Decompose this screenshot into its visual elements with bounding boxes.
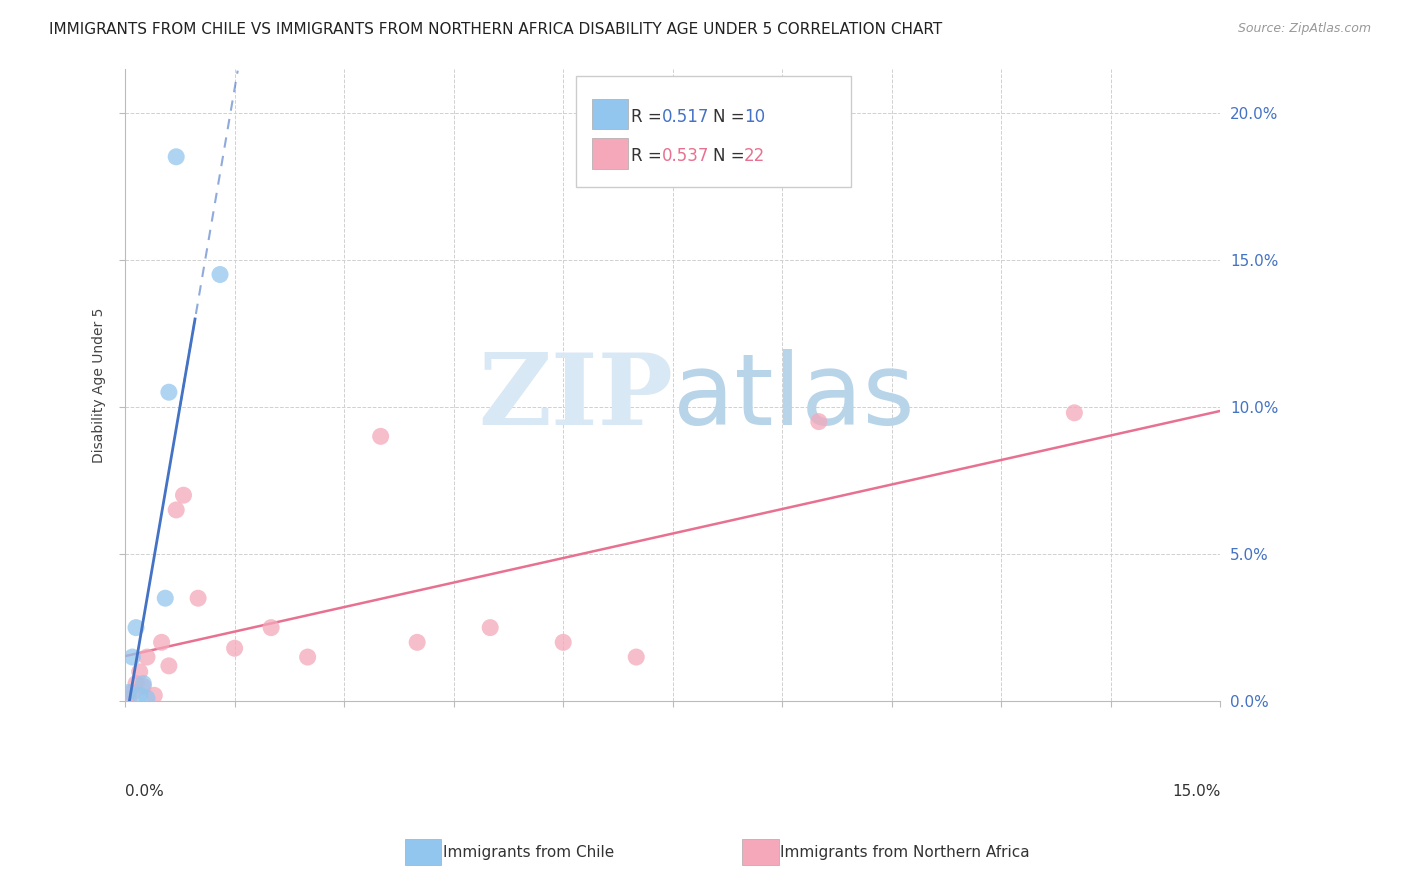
Text: atlas: atlas bbox=[672, 349, 914, 446]
Point bbox=[157, 385, 180, 400]
Point bbox=[626, 650, 648, 665]
Text: N =: N = bbox=[713, 147, 749, 165]
Point bbox=[297, 650, 319, 665]
Point bbox=[128, 665, 150, 679]
Text: 0.537: 0.537 bbox=[662, 147, 710, 165]
Text: Immigrants from Chile: Immigrants from Chile bbox=[443, 845, 614, 860]
Point bbox=[165, 503, 187, 517]
Text: Source: ZipAtlas.com: Source: ZipAtlas.com bbox=[1237, 22, 1371, 36]
Point bbox=[406, 635, 429, 649]
Point bbox=[121, 685, 143, 699]
Point bbox=[143, 688, 166, 702]
Text: R =: R = bbox=[631, 108, 668, 126]
Point bbox=[1063, 406, 1085, 420]
Point bbox=[118, 685, 141, 699]
Point bbox=[155, 591, 177, 606]
Point bbox=[370, 429, 392, 443]
Point bbox=[121, 650, 143, 665]
Point bbox=[132, 676, 155, 690]
Point bbox=[479, 621, 502, 635]
Point bbox=[150, 635, 173, 649]
Text: 10: 10 bbox=[744, 108, 765, 126]
Point bbox=[118, 691, 141, 706]
Point bbox=[128, 688, 150, 702]
Point bbox=[224, 641, 246, 656]
Text: 15.0%: 15.0% bbox=[1173, 783, 1220, 798]
Point bbox=[173, 488, 195, 502]
Point bbox=[157, 659, 180, 673]
Point bbox=[136, 691, 159, 706]
Point bbox=[260, 621, 283, 635]
Point bbox=[136, 650, 159, 665]
Y-axis label: Disability Age Under 5: Disability Age Under 5 bbox=[93, 307, 107, 463]
Text: 22: 22 bbox=[744, 147, 765, 165]
Text: 0.517: 0.517 bbox=[662, 108, 710, 126]
Point bbox=[553, 635, 575, 649]
Text: 0.0%: 0.0% bbox=[125, 783, 165, 798]
Point bbox=[807, 415, 830, 429]
Text: N =: N = bbox=[713, 108, 749, 126]
Point bbox=[132, 680, 155, 694]
Point bbox=[165, 150, 187, 164]
Point bbox=[125, 676, 148, 690]
Point bbox=[125, 621, 148, 635]
Point bbox=[208, 268, 231, 282]
Text: IMMIGRANTS FROM CHILE VS IMMIGRANTS FROM NORTHERN AFRICA DISABILITY AGE UNDER 5 : IMMIGRANTS FROM CHILE VS IMMIGRANTS FROM… bbox=[49, 22, 942, 37]
Text: R =: R = bbox=[631, 147, 668, 165]
Text: ZIP: ZIP bbox=[478, 349, 672, 446]
Point bbox=[187, 591, 209, 606]
Text: Immigrants from Northern Africa: Immigrants from Northern Africa bbox=[780, 845, 1031, 860]
